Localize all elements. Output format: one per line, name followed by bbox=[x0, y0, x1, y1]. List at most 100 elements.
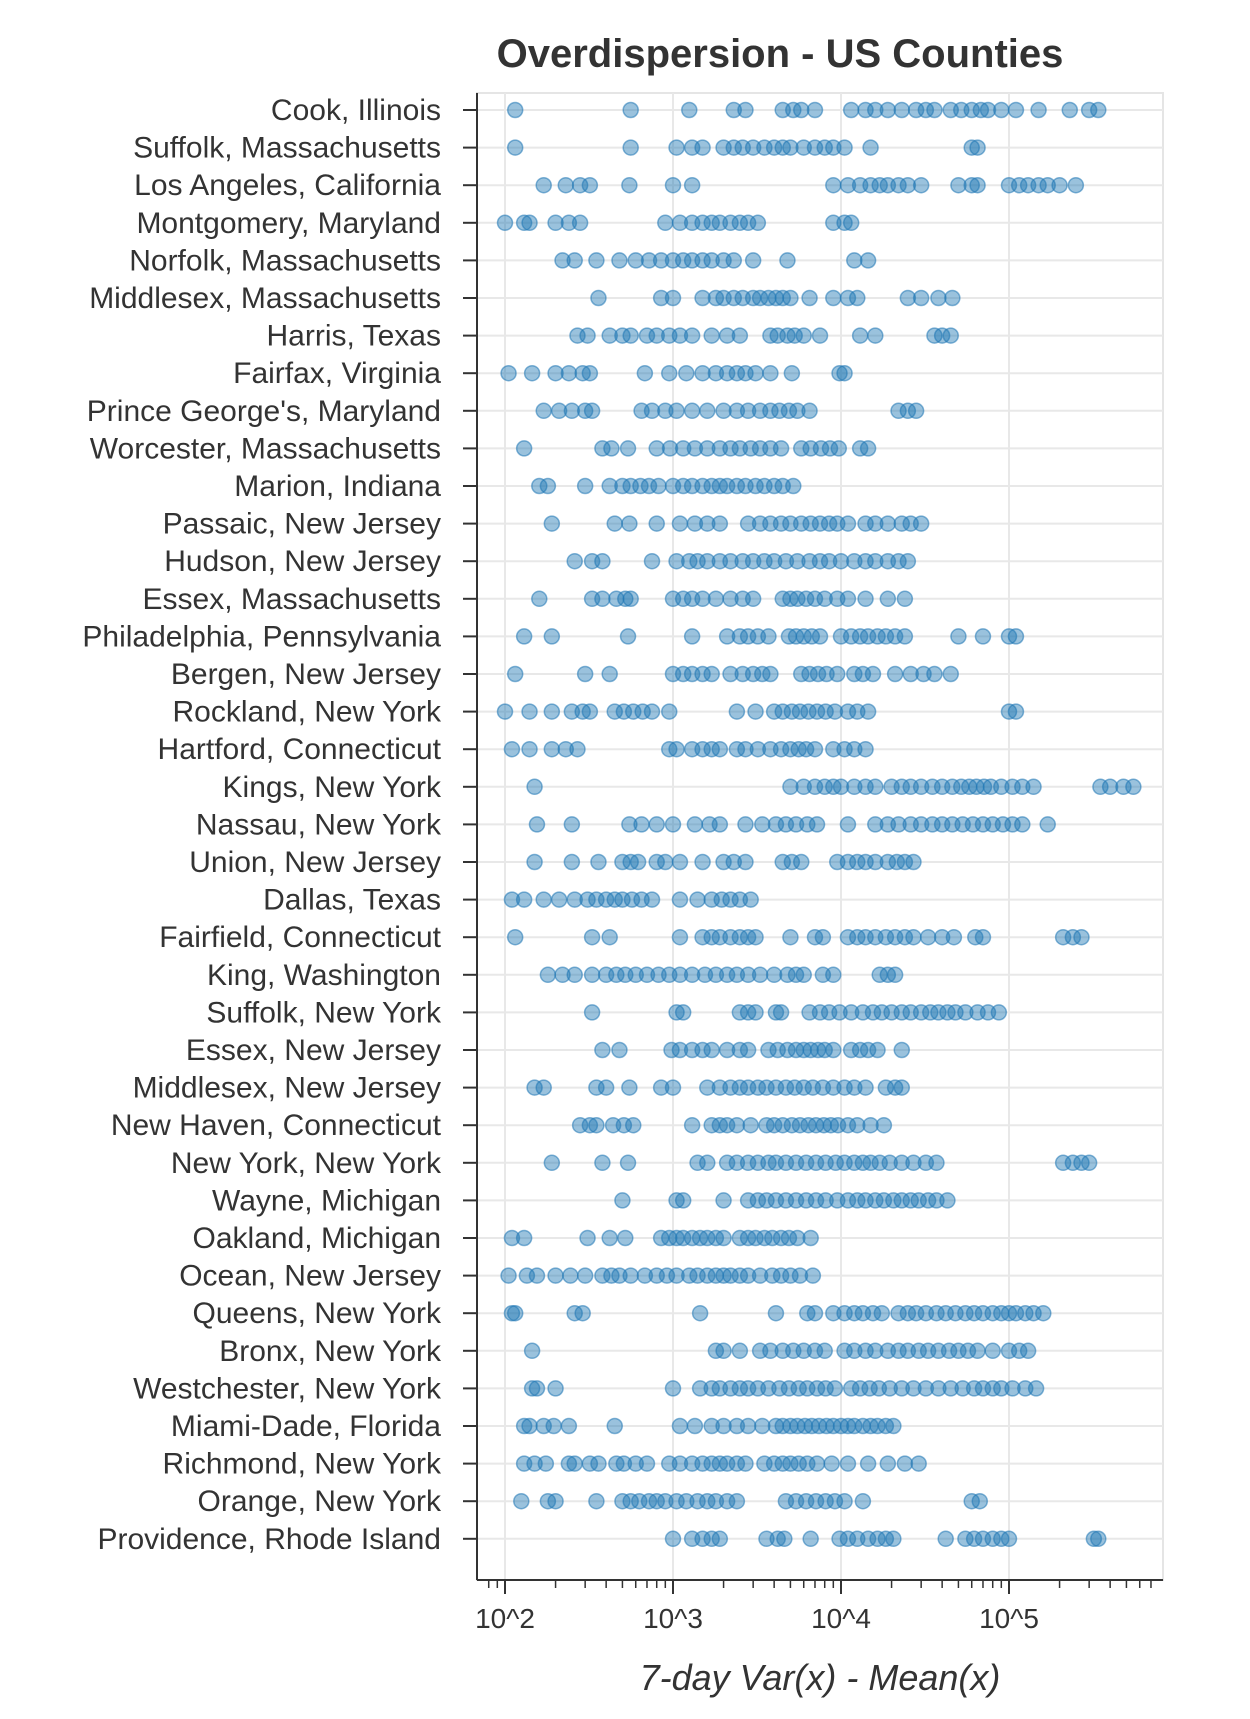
data-point bbox=[846, 1079, 863, 1096]
data-point bbox=[762, 1342, 779, 1360]
data-point bbox=[842, 214, 860, 232]
data-point bbox=[984, 1380, 1001, 1397]
data-point bbox=[886, 665, 904, 683]
data-point bbox=[777, 1079, 795, 1096]
data-point bbox=[590, 1455, 607, 1472]
data-point bbox=[896, 928, 914, 946]
data-point bbox=[765, 1116, 783, 1134]
data-point bbox=[875, 1116, 893, 1134]
data-point bbox=[545, 1417, 562, 1435]
data-point bbox=[506, 665, 524, 683]
data-point bbox=[728, 740, 746, 758]
data-point bbox=[539, 966, 557, 984]
data-point bbox=[836, 214, 853, 232]
data-point bbox=[699, 402, 716, 420]
data-point bbox=[744, 139, 762, 156]
data-point bbox=[825, 740, 842, 758]
data-point bbox=[742, 891, 759, 908]
data-point bbox=[515, 891, 533, 908]
data-point bbox=[579, 1229, 596, 1247]
data-point bbox=[622, 1267, 639, 1284]
data-point bbox=[804, 1267, 822, 1284]
data-point bbox=[862, 139, 879, 156]
data-point bbox=[627, 252, 644, 269]
data-point bbox=[780, 402, 798, 420]
data-point bbox=[521, 740, 538, 758]
data-point bbox=[683, 628, 701, 645]
data-point bbox=[816, 590, 833, 608]
data-point bbox=[879, 853, 897, 871]
data-point bbox=[782, 928, 799, 946]
data-point bbox=[725, 289, 743, 307]
data-point bbox=[825, 176, 842, 194]
data-point bbox=[893, 515, 911, 532]
x-tick-label: 10^3 bbox=[643, 1603, 703, 1634]
data-point bbox=[500, 1267, 517, 1284]
data-point bbox=[535, 176, 552, 194]
data-point bbox=[942, 1380, 959, 1397]
data-point bbox=[601, 477, 618, 495]
data-point bbox=[668, 402, 685, 420]
data-point bbox=[849, 928, 866, 946]
county-label: Orange, New York bbox=[198, 1485, 442, 1518]
data-point bbox=[547, 1492, 564, 1510]
x-axis: 10^2 10^3 10^4 10^5 bbox=[475, 1580, 1152, 1634]
data-point bbox=[777, 552, 795, 570]
data-point bbox=[683, 176, 701, 194]
data-point bbox=[521, 214, 538, 232]
data-point bbox=[862, 1116, 879, 1134]
data-point bbox=[543, 515, 561, 532]
county-label: Providence, Rhode Island bbox=[97, 1523, 441, 1556]
data-point bbox=[919, 928, 937, 946]
data-point bbox=[776, 1530, 793, 1548]
data-point bbox=[990, 1004, 1008, 1021]
data-point bbox=[699, 1154, 716, 1172]
data-point bbox=[661, 364, 678, 382]
data-point bbox=[671, 966, 689, 984]
data-point bbox=[867, 327, 884, 344]
data-point bbox=[683, 966, 701, 984]
data-point bbox=[944, 289, 961, 307]
data-point bbox=[780, 1229, 798, 1247]
data-point bbox=[694, 590, 711, 608]
data-point bbox=[825, 1041, 842, 1059]
data-point bbox=[862, 1154, 879, 1172]
data-point bbox=[711, 816, 729, 833]
data-point bbox=[648, 1492, 665, 1510]
data-point bbox=[944, 778, 961, 796]
data-point bbox=[1025, 778, 1042, 796]
data-point bbox=[725, 252, 743, 269]
data-point bbox=[601, 1229, 618, 1247]
data-point bbox=[842, 1380, 860, 1397]
data-point bbox=[877, 928, 895, 946]
data-point bbox=[912, 176, 930, 194]
data-point bbox=[846, 1304, 863, 1322]
county-label: Montgomery, Maryland bbox=[136, 207, 441, 240]
county-label: Worcester, Massachusetts bbox=[90, 432, 441, 465]
data-point bbox=[699, 1267, 716, 1284]
data-point bbox=[790, 1380, 807, 1397]
data-point bbox=[879, 590, 897, 608]
data-point bbox=[846, 740, 863, 758]
data-point bbox=[583, 1004, 601, 1021]
data-point bbox=[715, 1342, 732, 1360]
data-point bbox=[747, 1004, 764, 1021]
data-point bbox=[764, 1229, 781, 1247]
data-point bbox=[611, 252, 628, 269]
data-point bbox=[789, 402, 806, 420]
data-point bbox=[963, 101, 980, 119]
data-point bbox=[825, 1304, 842, 1322]
data-point bbox=[802, 1229, 819, 1247]
data-point bbox=[506, 928, 524, 946]
data-point bbox=[563, 816, 581, 833]
data-point bbox=[711, 515, 729, 532]
data-point bbox=[668, 552, 685, 570]
data-point bbox=[526, 1455, 543, 1472]
data-point bbox=[535, 1079, 552, 1096]
data-point bbox=[754, 816, 771, 833]
data-point bbox=[765, 552, 783, 570]
data-point bbox=[905, 1154, 922, 1172]
data-point bbox=[861, 1380, 878, 1397]
data-point bbox=[912, 1004, 930, 1021]
